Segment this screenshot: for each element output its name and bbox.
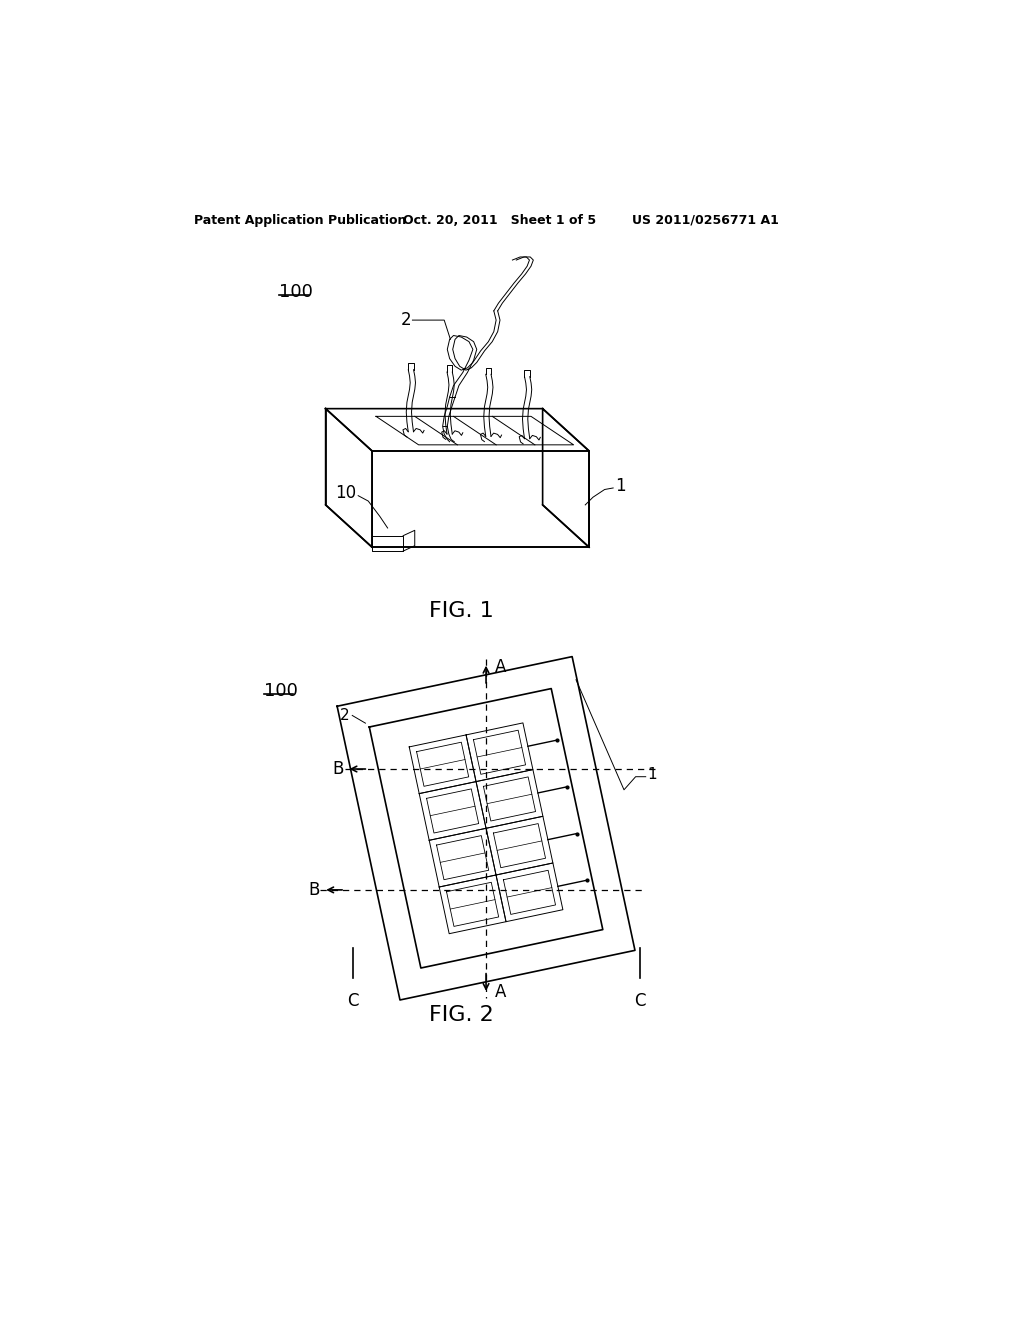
Text: B: B xyxy=(308,880,319,899)
Text: 2: 2 xyxy=(340,708,350,723)
Text: A: A xyxy=(496,983,507,1002)
Text: C: C xyxy=(634,993,645,1010)
Text: C: C xyxy=(347,993,358,1010)
Text: A: A xyxy=(496,657,507,676)
Text: FIG. 2: FIG. 2 xyxy=(429,1006,494,1026)
Text: US 2011/0256771 A1: US 2011/0256771 A1 xyxy=(632,214,778,227)
Text: FIG. 1: FIG. 1 xyxy=(429,601,494,622)
Text: Oct. 20, 2011   Sheet 1 of 5: Oct. 20, 2011 Sheet 1 of 5 xyxy=(403,214,596,227)
Text: B: B xyxy=(332,760,343,777)
Text: 1: 1 xyxy=(614,477,626,495)
Text: Patent Application Publication: Patent Application Publication xyxy=(194,214,407,227)
Text: 10: 10 xyxy=(335,484,356,503)
Text: 100: 100 xyxy=(280,284,313,301)
Text: 100: 100 xyxy=(263,682,298,700)
Text: 1: 1 xyxy=(647,767,656,781)
Text: 2: 2 xyxy=(400,312,411,329)
